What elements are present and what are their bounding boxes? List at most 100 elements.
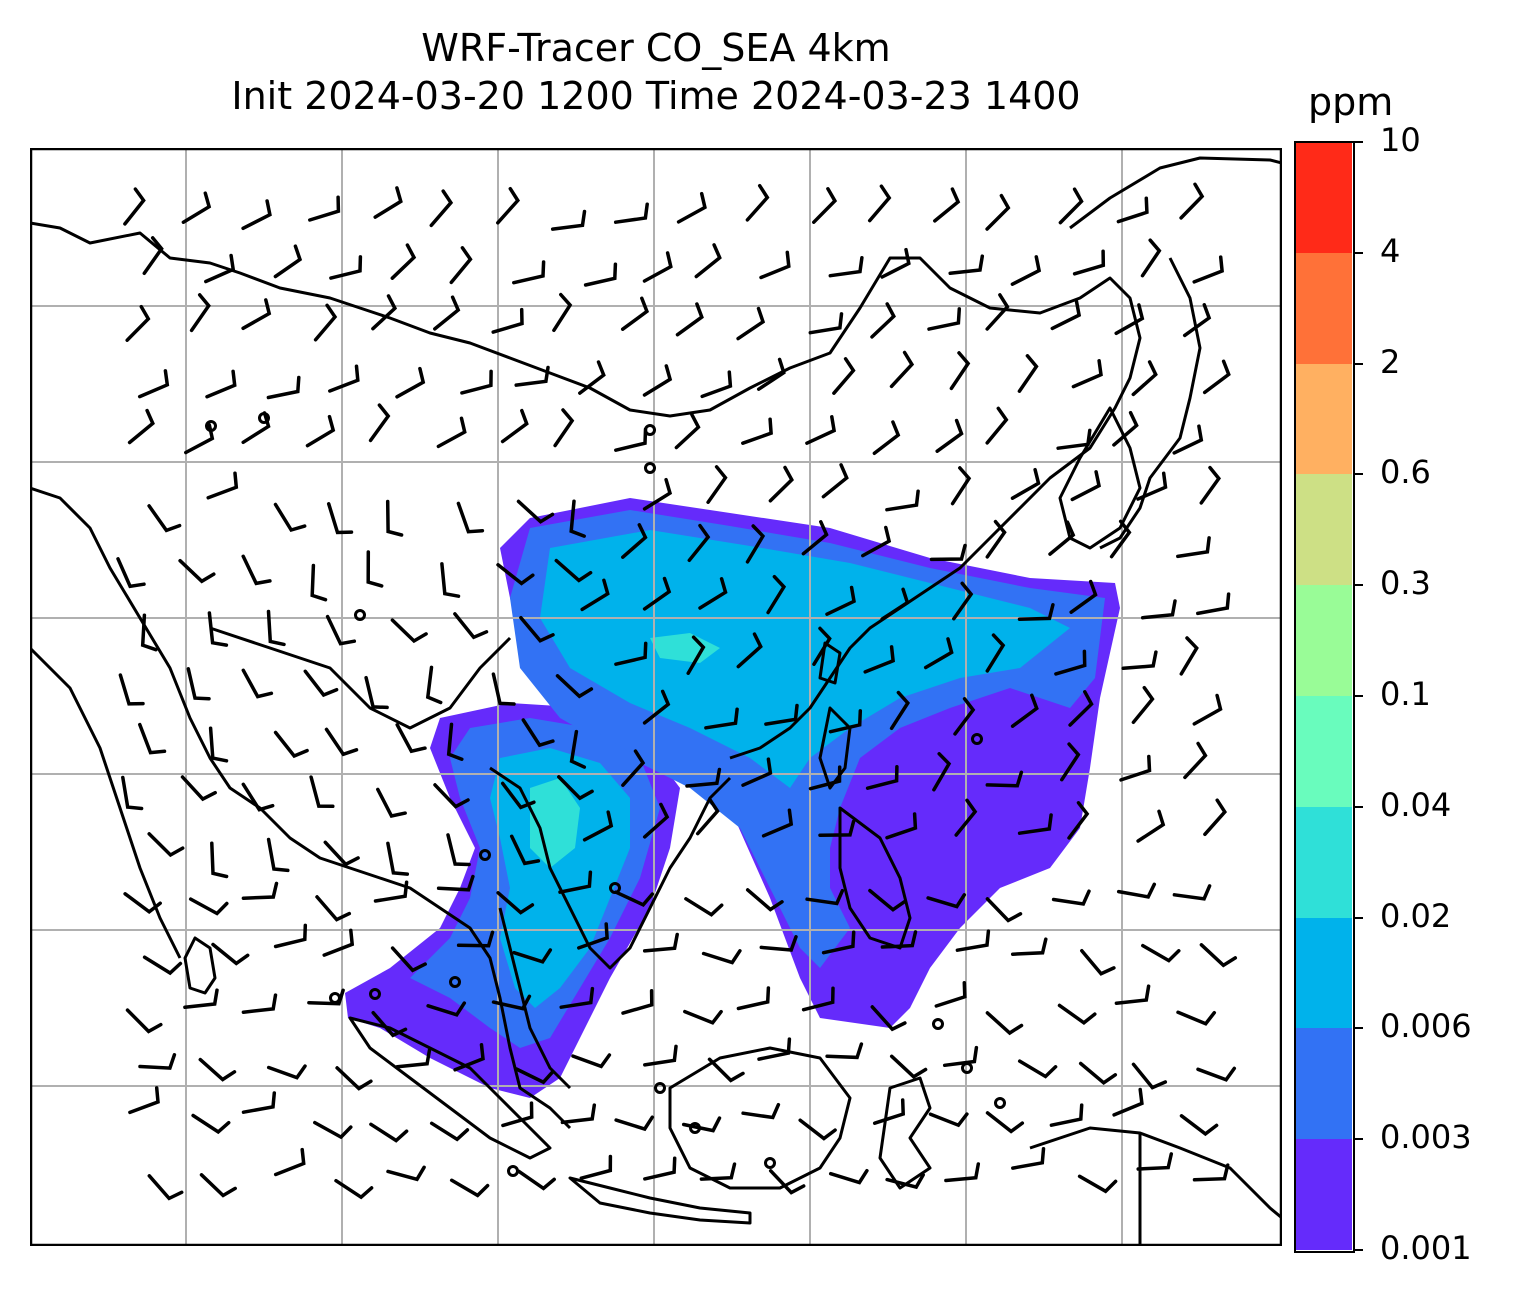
- colorbar-segment: [1295, 584, 1352, 696]
- wind-barb: [1010, 467, 1041, 500]
- wind-barb: [373, 186, 403, 219]
- map-canvas: [30, 148, 1282, 1246]
- wind-barb: [704, 707, 739, 730]
- wind-barb: [1203, 798, 1227, 837]
- map-border: [30, 148, 1282, 1246]
- wind-barb: [1176, 536, 1211, 559]
- wind-barb: [569, 499, 586, 538]
- wind-barb: [687, 523, 711, 563]
- wind-barb: [121, 775, 144, 811]
- wind-barb: [390, 946, 427, 973]
- wind-barb: [805, 415, 837, 445]
- wind-barb: [736, 306, 766, 341]
- wind-barb: [577, 922, 609, 950]
- wind-barb: [558, 870, 593, 894]
- wind-barb: [307, 988, 345, 1006]
- colorbar-segment: [1295, 1027, 1352, 1140]
- wind-barb: [805, 888, 845, 906]
- wind-barb: [700, 370, 733, 399]
- wind-barb: [514, 365, 550, 387]
- wind-barb: [948, 254, 985, 276]
- wind-barb: [178, 558, 216, 584]
- wind-barb: [208, 726, 229, 763]
- wind-barb: [453, 612, 489, 640]
- wind-barb: [953, 697, 976, 736]
- calm-wind-circle: [354, 609, 366, 621]
- wind-barb: [1067, 801, 1090, 840]
- wind-barb: [1017, 603, 1055, 621]
- wind-barb: [614, 427, 648, 452]
- calm-wind-circle: [654, 1082, 666, 1094]
- wind-barb: [808, 312, 844, 335]
- wind-barb: [181, 191, 212, 224]
- wind-barb: [376, 787, 407, 818]
- wind-barb: [1010, 693, 1039, 728]
- wind-barb: [865, 765, 899, 790]
- wind-barb: [761, 808, 794, 838]
- wind-barb: [211, 942, 250, 966]
- wind-barb: [801, 520, 829, 556]
- wind-barb: [642, 364, 673, 397]
- coastline-korea: [1058, 406, 1142, 550]
- calm-wind-circle: [609, 882, 621, 894]
- coastline-java: [568, 1176, 752, 1225]
- calm-wind-circle: [644, 462, 656, 474]
- wind-barb: [872, 420, 901, 456]
- wind-barb: [768, 465, 794, 503]
- wind-barb: [123, 187, 146, 226]
- wind-barb: [686, 635, 706, 675]
- map-panel: [30, 148, 1282, 1246]
- wind-barb: [954, 798, 978, 837]
- wind-barb: [569, 729, 587, 769]
- wind-barb: [1182, 303, 1212, 338]
- wind-barb: [1072, 249, 1106, 276]
- wind-barb: [204, 253, 236, 284]
- wind-barb: [207, 611, 229, 647]
- wind-barb: [266, 1064, 307, 1080]
- wind-barb: [642, 576, 672, 611]
- wind-barb: [952, 581, 974, 621]
- wind-barb: [768, 1169, 806, 1195]
- calm-wind-circle: [994, 1097, 1006, 1109]
- wind-barb: [643, 1156, 677, 1181]
- wind-barb: [436, 416, 467, 449]
- wind-barb: [766, 574, 787, 615]
- wind-barb: [322, 928, 355, 957]
- wind-barb: [491, 994, 532, 1011]
- border-inland: [209, 626, 512, 730]
- wind-barb: [1056, 428, 1092, 450]
- wind-barb: [867, 184, 892, 223]
- title-line-1: WRF-Tracer CO_SEA 4km: [421, 26, 891, 70]
- wind-barb: [745, 183, 770, 222]
- wind-barb: [366, 550, 384, 588]
- coastline-sulawesi: [878, 1076, 932, 1190]
- wind-barb: [123, 892, 162, 915]
- wind-barb: [642, 802, 670, 839]
- calm-wind-circle: [449, 976, 461, 988]
- wind-barb: [818, 819, 856, 837]
- wind-barb: [371, 1010, 408, 1038]
- calm-wind-circle: [205, 420, 217, 432]
- colorbar-tick: [1353, 362, 1363, 365]
- wind-barb: [368, 403, 391, 443]
- wind-barb: [323, 840, 360, 867]
- wind-barb: [364, 675, 389, 710]
- wind-barb: [335, 1066, 373, 1091]
- wind-barb: [1192, 1163, 1230, 1182]
- wind-barb: [685, 767, 722, 788]
- wind-barb: [328, 364, 360, 393]
- wind-barb: [1183, 741, 1208, 780]
- wind-barb: [868, 888, 907, 912]
- wind-barb: [985, 633, 1006, 673]
- wind-barb: [390, 243, 417, 280]
- coastlines: [30, 156, 1282, 1246]
- wind-barb: [324, 727, 359, 757]
- wind-barb: [1179, 636, 1199, 676]
- wind-barb: [456, 930, 495, 948]
- wind-barb: [446, 833, 471, 867]
- wind-barb: [554, 558, 593, 583]
- wind-barb: [642, 477, 673, 511]
- wind-barb: [934, 981, 967, 1008]
- wind-barb: [923, 637, 954, 670]
- wind-barb: [699, 1162, 737, 1181]
